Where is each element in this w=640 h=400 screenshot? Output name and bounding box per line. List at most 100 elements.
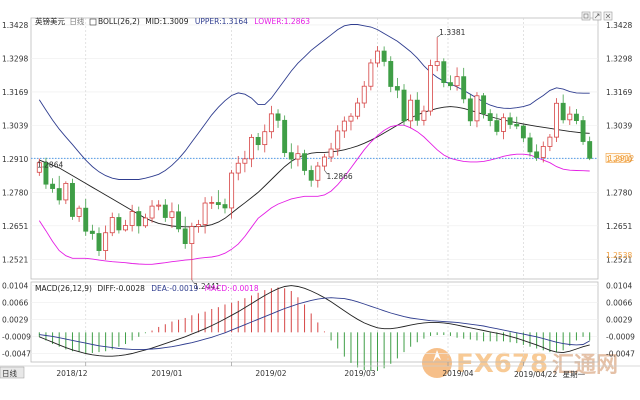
macd-y-tick-right-2: 0.0029 (606, 315, 632, 324)
price-y-tick-right-7: 1.2521 (606, 255, 632, 264)
candle (501, 113, 506, 140)
candle-body (196, 224, 201, 227)
candle (295, 145, 301, 167)
period-button[interactable] (0, 366, 25, 379)
candle (401, 84, 407, 126)
macd-lines (39, 285, 590, 357)
macd-diff-label: DIFF: (97, 284, 116, 293)
boll-upper-line (38, 24, 590, 180)
candle (487, 109, 493, 127)
macd-macd-label: MACD: (205, 284, 230, 293)
candle-body (50, 183, 56, 189)
macd-y-axis-left: 0.0104 0.0066 0.0029 -0.0009 -0.0047 (2, 282, 31, 359)
candle-body (534, 151, 540, 158)
candle (129, 204, 135, 232)
candle-body (302, 153, 308, 171)
boll-upper-label: UPPER: (195, 17, 222, 26)
candle-body (361, 85, 367, 104)
macd-dea-line (39, 297, 590, 350)
candle-body (249, 136, 254, 160)
candle (355, 97, 361, 120)
price-y-tick-right-2: 1.3169 (606, 88, 632, 97)
price-y-tick-left-4: 1.2910 (2, 155, 28, 164)
price-y-tick-right-1: 1.3298 (606, 55, 632, 64)
candle (89, 224, 95, 240)
candle-body (447, 82, 453, 87)
candle (368, 59, 374, 91)
candle-body (43, 162, 49, 185)
candle-body (162, 204, 168, 218)
candle-body (70, 182, 75, 217)
candle (514, 116, 520, 130)
current-price-tag (605, 153, 631, 163)
candle-body (421, 110, 427, 121)
candle-body (56, 188, 62, 201)
candle-body (414, 99, 420, 121)
candle (414, 92, 420, 126)
window-controls (581, 11, 613, 21)
candle (573, 108, 579, 125)
candle (520, 124, 526, 143)
candle-body (89, 230, 95, 234)
macd-y-tick-right-0: 0.0104 (606, 282, 632, 291)
candle-body (288, 152, 294, 160)
candle-body (268, 113, 274, 133)
candle-body (262, 131, 268, 146)
candle (348, 113, 354, 131)
candle (388, 56, 394, 93)
candle-body (467, 98, 473, 122)
macd-y-tick-left-1: 0.0066 (2, 299, 28, 308)
watermark-flame-icon (433, 350, 441, 362)
bollinger-bands (31, 24, 598, 265)
candle-body (461, 76, 467, 100)
candle (288, 143, 294, 169)
boll-indicator-name: BOLL(26,2) (98, 17, 140, 26)
candle-body (242, 158, 248, 164)
boll-upper-value: 1.3164 (222, 17, 248, 26)
candle (428, 59, 433, 116)
candle-body (129, 211, 135, 226)
candle-body (375, 50, 380, 64)
candle (540, 141, 546, 163)
candle-body (229, 172, 235, 209)
candle-body (441, 61, 447, 84)
candle-body (235, 162, 241, 174)
candle (434, 37, 440, 72)
candle (447, 75, 453, 91)
candle (275, 109, 281, 128)
price-y-tick-right-0: 1.3428 (606, 21, 632, 30)
macd-grid (31, 282, 598, 362)
candle-body (295, 153, 301, 160)
candle-body (388, 61, 394, 87)
macd-y-axis-right: 0.0104 0.0066 0.0029 -0.0009 -0.0047 (606, 282, 635, 359)
annotation-2: 1.2866 (326, 172, 352, 181)
price-grid (31, 18, 598, 279)
restore-button[interactable] (581, 11, 591, 21)
price-y-tick-right-6: 1.2651 (606, 222, 632, 231)
macd-y-tick-left-4: -0.0047 (2, 349, 31, 358)
watermark-text-cn: 汇通网 (552, 353, 618, 378)
annotation-pointer-0 (437, 34, 441, 38)
price-panel-frame (30, 17, 599, 280)
candle (441, 58, 447, 88)
candle (43, 157, 49, 189)
watermark-logo-icon (422, 348, 452, 378)
price-y-tick-left-2: 1.3169 (2, 88, 28, 97)
price-y-tick-left-1: 1.3298 (2, 55, 28, 64)
candle (50, 178, 56, 193)
price-y-tick-left-3: 1.3039 (2, 122, 28, 131)
candle-body (215, 202, 221, 205)
boll-mid-label: MID: (145, 17, 162, 26)
candle (182, 216, 188, 249)
candle-body (573, 113, 579, 121)
candle-body (63, 182, 69, 201)
watermark-text: FX678 (456, 349, 548, 379)
boll-lower-label: LOWER: (254, 17, 283, 26)
right-label-0: 1.2910 (606, 155, 632, 164)
candle-body (176, 211, 182, 230)
candle (96, 227, 102, 257)
candle-body (580, 120, 586, 142)
candle-body (560, 102, 566, 121)
